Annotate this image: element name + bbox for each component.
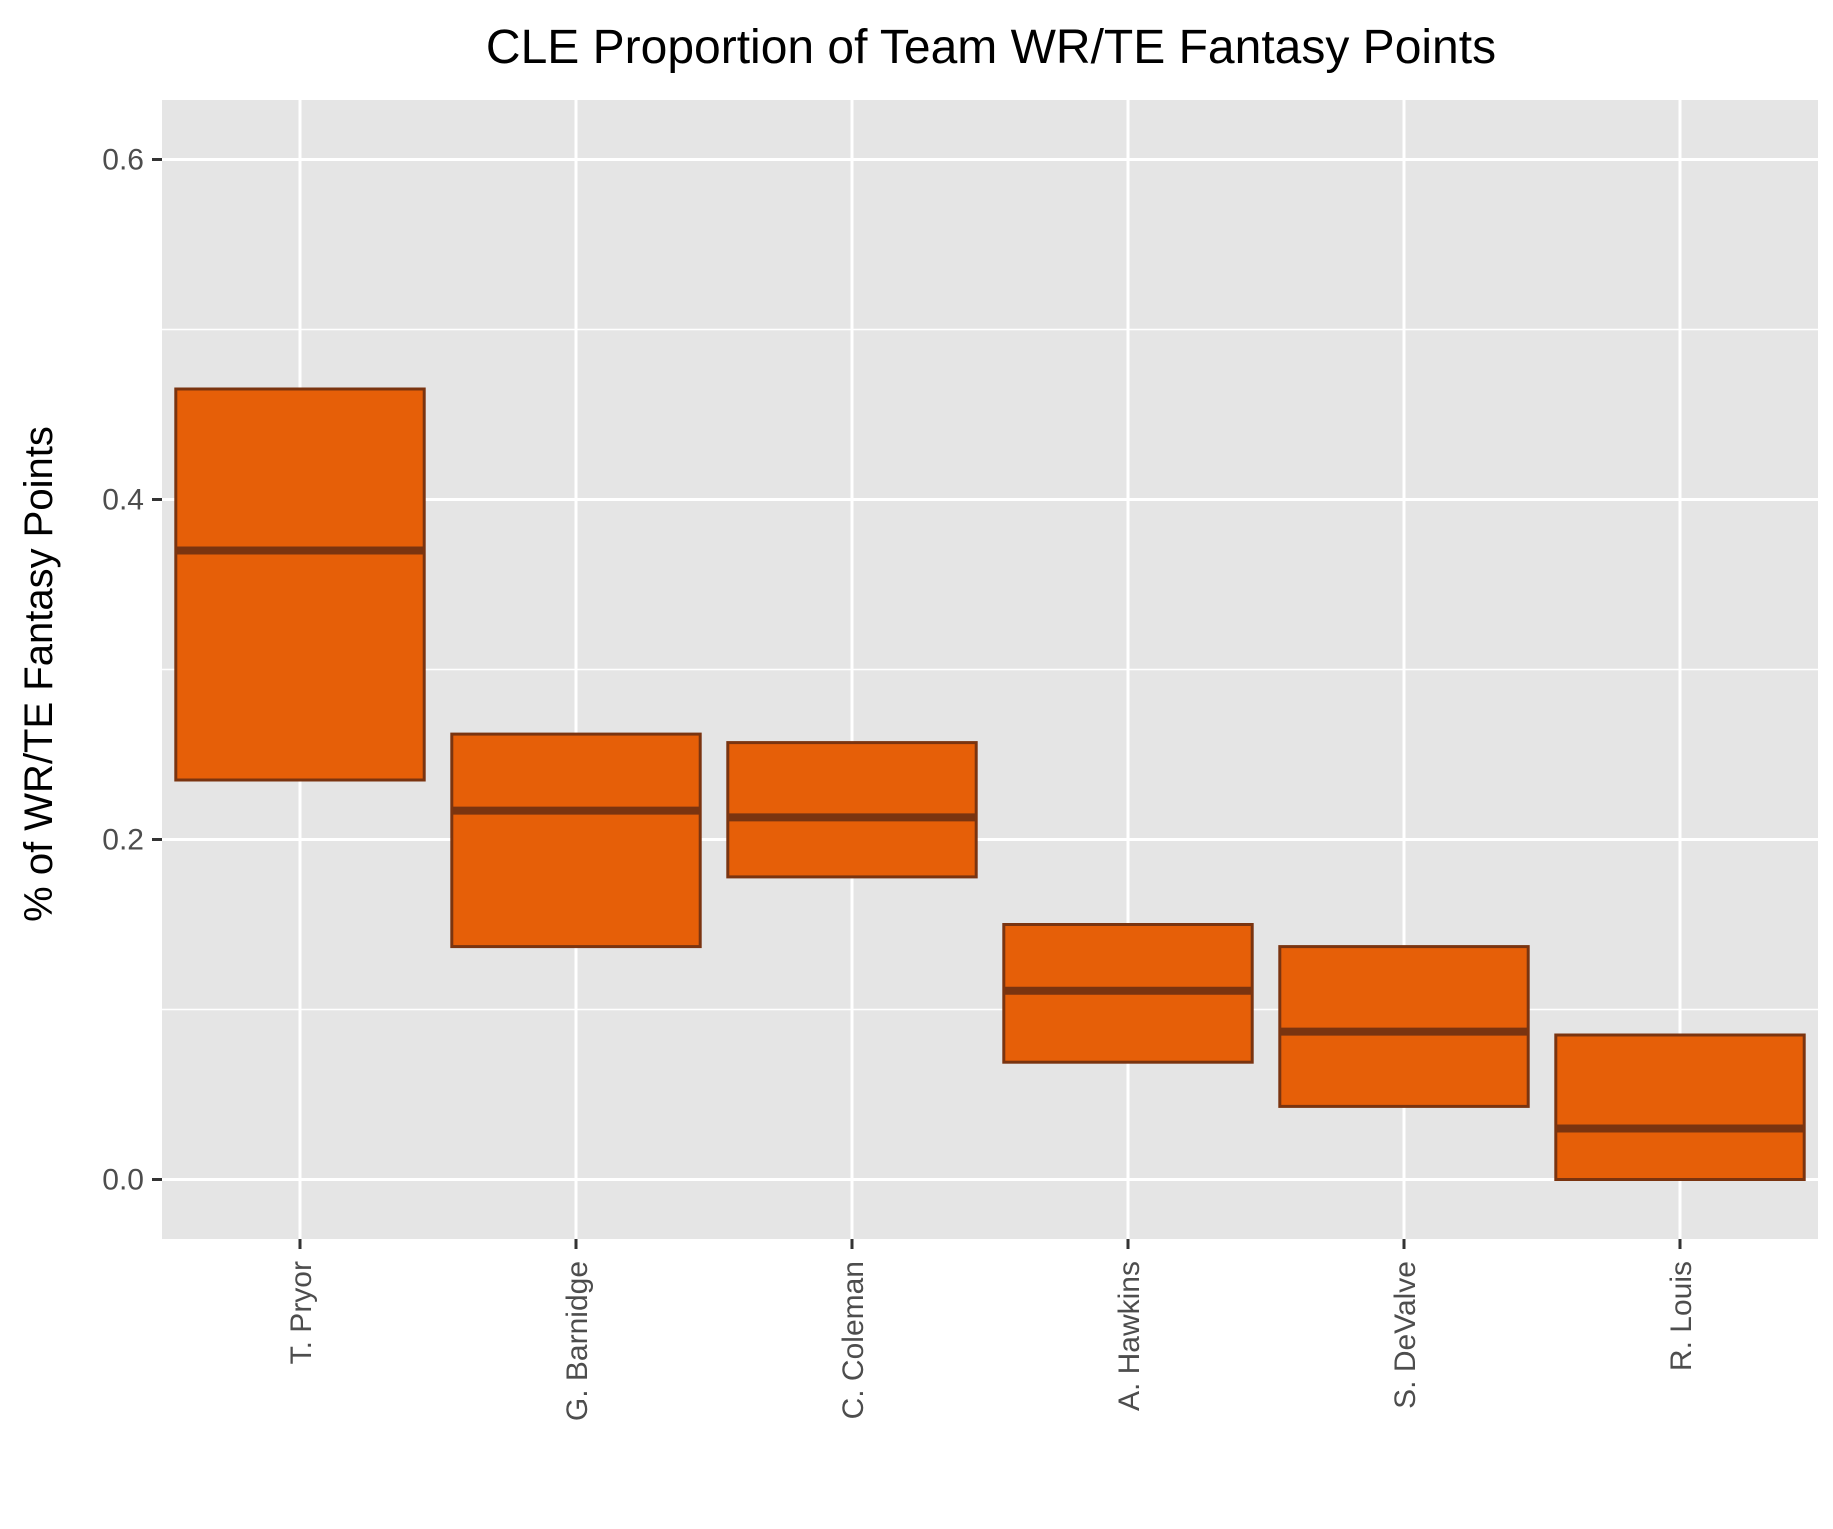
x-tick-label: G. Barnidge [561, 1261, 594, 1421]
box-body [726, 741, 978, 879]
box-c-coleman [726, 741, 978, 879]
y-axis: 0.0 0.2 0.4 0.6 [102, 144, 162, 1197]
box-t-pryor [174, 387, 426, 782]
box-body [450, 732, 702, 949]
y-axis-title: % of WR/TE Fantasy Points [17, 426, 61, 922]
boxes [174, 387, 1806, 1181]
chart-title: CLE Proportion of Team WR/TE Fantasy Poi… [486, 21, 1496, 74]
box-body [1554, 1033, 1806, 1181]
x-axis: T. Pryor G. Barnidge C. Coleman A. Hawkins S… [285, 1239, 1698, 1421]
box-r-louis [1554, 1033, 1806, 1181]
y-tick-label: 0.0 [102, 1164, 144, 1197]
box-body [174, 387, 426, 782]
y-tick-label: 0.2 [102, 824, 144, 857]
box-a-hawkins [1002, 923, 1254, 1064]
y-tick-label: 0.6 [102, 144, 144, 177]
box-body [1278, 945, 1530, 1108]
x-tick-label: A. Hawkins [1113, 1261, 1146, 1411]
box-s-devalve [1278, 945, 1530, 1108]
x-tick-label: R. Louis [1665, 1261, 1698, 1371]
x-tick-label: T. Pryor [285, 1261, 318, 1364]
x-tick-label: S. DeValve [1389, 1261, 1422, 1409]
box-g-barnidge [450, 732, 702, 949]
y-tick-label: 0.4 [102, 484, 144, 517]
x-tick-label: C. Coleman [837, 1261, 870, 1419]
